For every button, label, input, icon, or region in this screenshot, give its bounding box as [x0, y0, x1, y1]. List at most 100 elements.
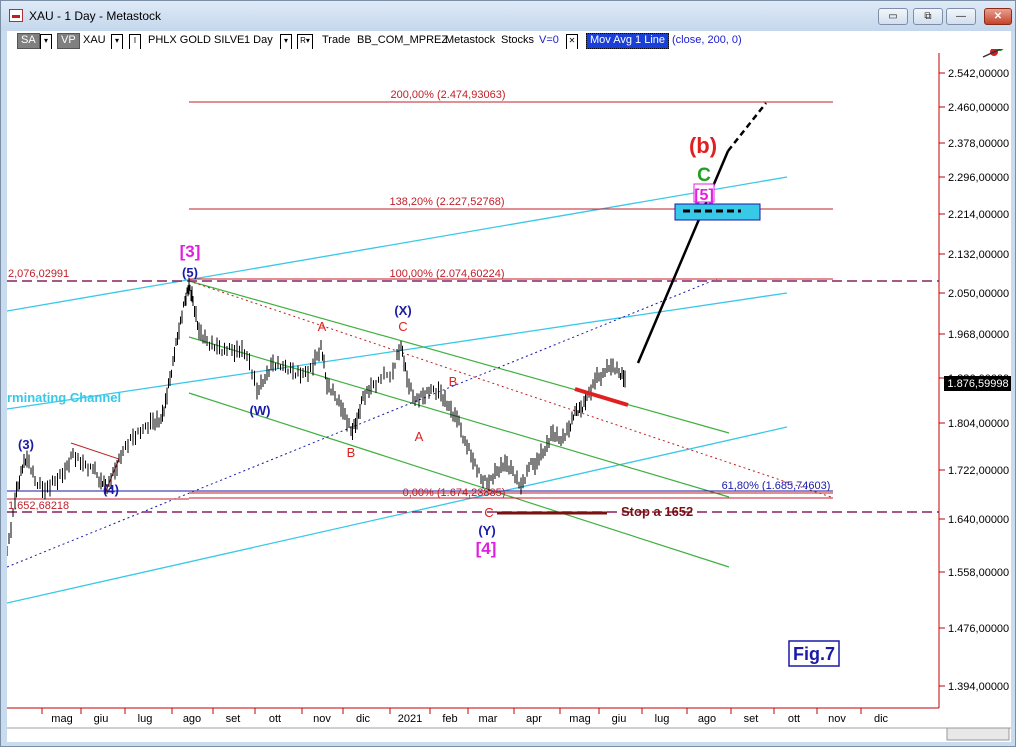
fib-138-label: 138,20% (2.227,52768) — [390, 196, 505, 208]
y-tick-label: 1.722,00000 — [948, 465, 1009, 477]
close-window-button[interactable]: ✕ — [984, 8, 1012, 25]
x-tick-label: 2021 — [398, 713, 422, 725]
fib-100-label: 100,00% (2.074,60224) — [390, 268, 505, 280]
x-tick-label: set — [226, 713, 241, 725]
wave-w-label: (W) — [250, 403, 271, 418]
y-tick-label: 2.050,00000 — [948, 288, 1009, 300]
wave-3-box-label: [3] — [180, 242, 201, 261]
level-bottom-label: 1.652,68218 — [8, 500, 69, 512]
wave-a1-label: A — [318, 319, 327, 334]
moving-average-params: (close, 200, 0) — [672, 34, 742, 46]
x-tick-label: mar — [479, 713, 498, 725]
blue-dotted-trendline — [6, 278, 718, 568]
x-tick-label: nov — [828, 713, 846, 725]
channel-line-upper — [6, 176, 788, 312]
volume-label: V=0 — [539, 34, 559, 46]
indicator-button[interactable]: I — [129, 34, 141, 50]
sa-dropdown[interactable]: ▾ — [40, 34, 52, 50]
x-tick-label: ott — [788, 713, 800, 725]
trade-label[interactable]: Trade — [322, 34, 351, 46]
x-tick-label: ago — [183, 713, 201, 725]
sa-button[interactable]: SA — [17, 33, 40, 49]
figure-label: Fig.7 — [793, 644, 835, 664]
window-title: XAU - 1 Day - Metastock — [29, 9, 162, 23]
chart-toolbar: SA ▾ VP XAU ▾ I PHLX GOLD SILVE 1 Day ▾ … — [7, 31, 1011, 50]
symbol-label: XAU — [83, 34, 106, 46]
red-breakout-segment — [574, 387, 629, 407]
x-tick-label: set — [744, 713, 759, 725]
x-tick-label: ott — [269, 713, 281, 725]
fib-200-label: 200,00% (2.474,93063) — [391, 89, 506, 101]
red-dotted-trendline — [188, 280, 832, 498]
y-tick-label: 1.476,00000 — [948, 623, 1009, 635]
refresh-button[interactable]: R▾ — [297, 34, 313, 50]
x-tick-label: feb — [442, 713, 457, 725]
wave-c2-label: C — [484, 505, 493, 520]
y-tick-label: 2.542,00000 — [948, 68, 1009, 80]
y-tick-label: 2.378,00000 — [948, 138, 1009, 150]
title-bar[interactable]: XAU - 1 Day - Metastock ▭ ⧉ — ✕ — [1, 1, 1015, 31]
minimize-button[interactable]: — — [946, 8, 976, 25]
channel-line-lower — [6, 426, 788, 604]
x-tick-label: giu — [94, 713, 109, 725]
y-tick-label: 2.214,00000 — [948, 209, 1009, 221]
x-tick-label: mag — [51, 713, 72, 725]
x-tick-label: dic — [874, 713, 889, 725]
vp-button[interactable]: VP — [57, 33, 80, 49]
figure-label-box — [788, 640, 840, 667]
wave-b-label: (b) — [689, 133, 717, 158]
green-channel-lower — [188, 392, 730, 568]
projection-solid-line — [636, 150, 730, 364]
wave-5-label: (5) — [182, 265, 198, 280]
y-tick-label: 1.640,00000 — [948, 514, 1009, 526]
x-tick-label: lug — [138, 713, 153, 725]
channel-label: rminating Channel — [7, 390, 121, 405]
price-bars — [6, 277, 626, 556]
moving-average-label[interactable]: Mov Avg 1 Line — [586, 33, 670, 49]
fib-618-label: 61,80% (1.685,74603) — [722, 480, 831, 492]
close-indicator-icon[interactable]: ✕ — [566, 34, 578, 50]
y-tick-label: 1.968,00000 — [948, 329, 1009, 341]
chart-tools-icon[interactable] — [982, 43, 1006, 58]
wave-c1-label: C — [398, 319, 407, 334]
period-dropdown[interactable]: ▾ — [280, 34, 292, 50]
y-tick-label: 1.804,00000 — [948, 418, 1009, 430]
y-tick-label: 2.132,00000 — [948, 249, 1009, 261]
source-label: Metastock — [445, 34, 496, 46]
x-tick-label: dic — [356, 713, 371, 725]
wave-b2-label: B — [449, 374, 458, 389]
chart-svg[interactable]: 2.542,00000 2.460,00000 2.378,00000 2.296,0… — [6, 43, 1012, 742]
x-tick-label: ago — [698, 713, 716, 725]
wave-y-label: (Y) — [478, 523, 495, 538]
y-tick-label: 1.394,00000 — [948, 681, 1009, 693]
x-tick-label: giu — [612, 713, 627, 725]
wave-3-label: (3) — [18, 437, 34, 452]
y-tick-label: 2.460,00000 — [948, 102, 1009, 114]
symbol-dropdown[interactable]: ▾ — [111, 34, 123, 50]
x-tick-label: lug — [655, 713, 670, 725]
stocks-label: Stocks — [501, 34, 535, 46]
current-price-badge — [944, 376, 1012, 391]
wave-5-box-label: [5] — [694, 187, 714, 204]
green-channel-upper — [188, 280, 730, 434]
price-chart[interactable]: 2.542,00000 2.460,00000 2.378,00000 2.296,0… — [6, 43, 1012, 742]
stop-label: Stop a 1652 — [621, 504, 693, 519]
x-tick-label: nov — [313, 713, 331, 725]
wave-a2-label: A — [415, 429, 424, 444]
x-tick-label: apr — [526, 713, 542, 725]
restore-window-button[interactable]: ▭ — [878, 8, 908, 25]
horizontal-scrollbar[interactable] — [946, 727, 1010, 741]
projection-dashed-line — [727, 102, 767, 152]
tile-window-button[interactable]: ⧉ — [913, 8, 943, 25]
y-tick-label: 1.558,00000 — [948, 567, 1009, 579]
level-top-label: 2,076,02991 — [8, 268, 69, 280]
account-label: BB_COM_MPREZ — [357, 34, 449, 46]
x-tick-label: mag — [569, 713, 590, 725]
wave-4-box-label: [4] — [476, 539, 497, 558]
wave-5-box — [693, 183, 715, 203]
wave-b1-label: B — [347, 445, 356, 460]
current-price-text: 1.876,59998 — [947, 378, 1008, 390]
wave-4-label: (4) — [103, 482, 119, 497]
security-name: PHLX GOLD SILVE — [148, 34, 245, 46]
